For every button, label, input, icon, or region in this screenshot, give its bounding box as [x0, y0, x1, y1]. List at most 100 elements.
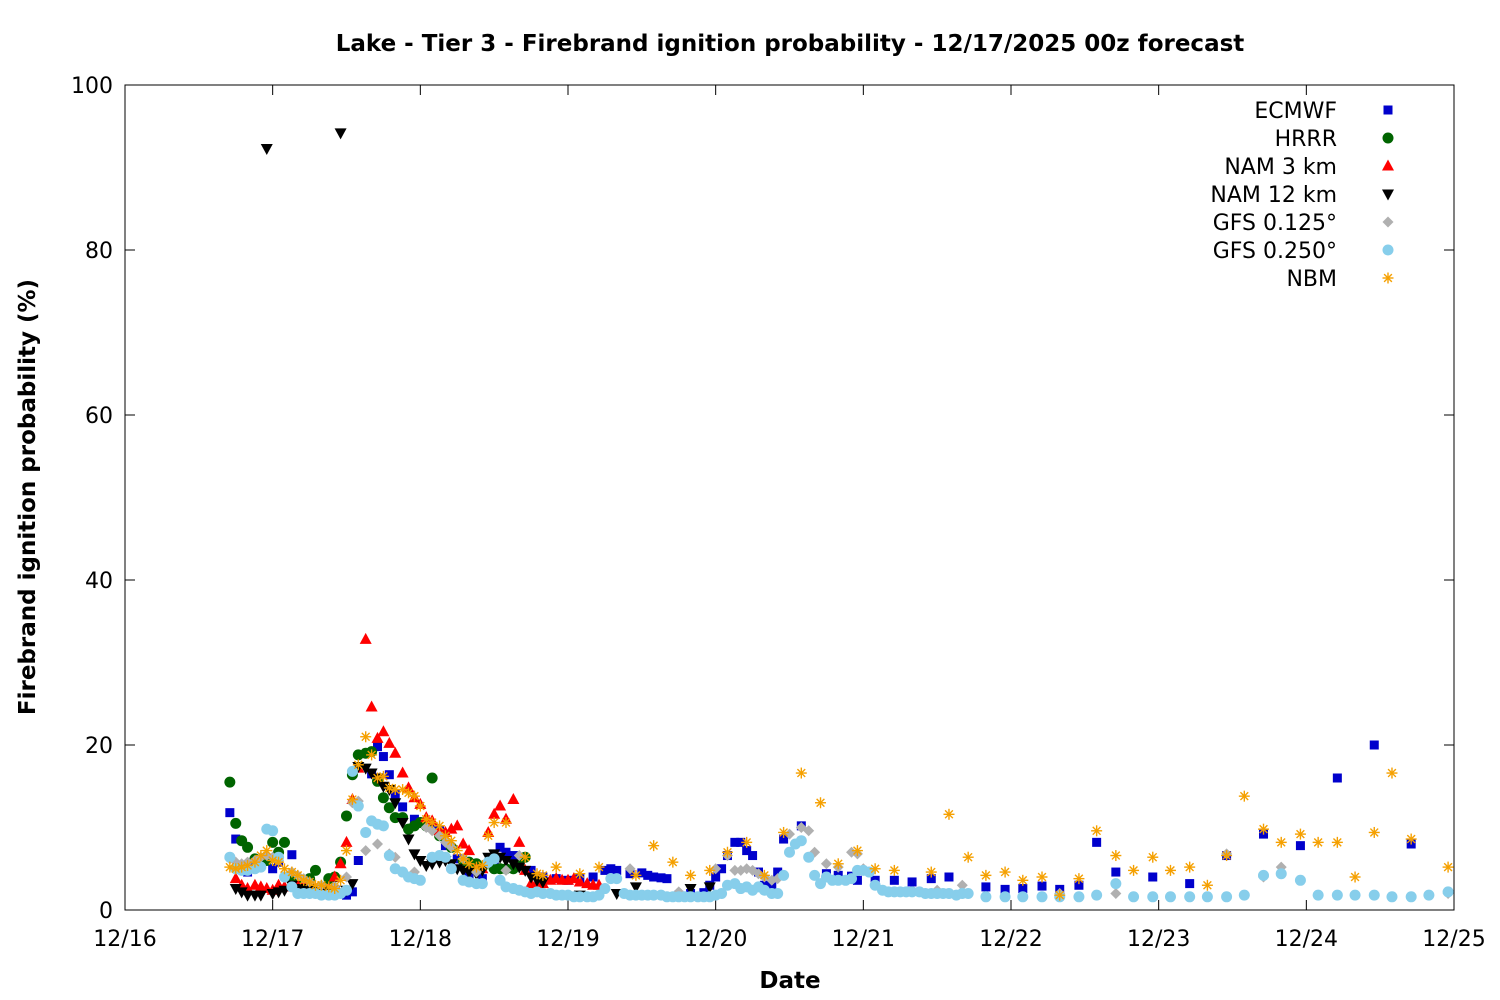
data-point	[383, 850, 395, 862]
legend-marker	[1382, 244, 1394, 256]
data-point	[1332, 773, 1342, 783]
data-point	[962, 851, 974, 863]
data-point	[1331, 889, 1343, 901]
x-tick-label: 12/25	[1422, 927, 1485, 952]
data-point	[383, 736, 396, 748]
data-point	[383, 802, 395, 814]
y-tick-label: 0	[99, 899, 113, 924]
data-point	[507, 859, 520, 871]
data-point	[500, 864, 512, 876]
data-point	[1074, 880, 1084, 890]
data-point	[889, 875, 899, 885]
data-point	[340, 835, 353, 847]
data-point	[600, 865, 610, 875]
data-point	[962, 888, 974, 899]
data-point	[784, 828, 795, 840]
data-point	[721, 846, 733, 858]
data-point	[1073, 873, 1085, 885]
data-point	[1258, 869, 1270, 881]
data-point	[409, 814, 419, 824]
data-point	[1312, 836, 1324, 848]
data-point	[536, 877, 549, 889]
data-point	[784, 846, 795, 858]
data-point	[943, 808, 955, 820]
data-point	[287, 850, 297, 860]
data-point	[778, 869, 790, 881]
x-tick-label: 12/16	[93, 927, 156, 952]
x-tick-label: 12/21	[832, 927, 895, 952]
data-point	[408, 849, 421, 861]
data-point	[341, 884, 352, 896]
data-point	[550, 861, 562, 873]
data-point	[334, 857, 347, 869]
data-point	[420, 813, 432, 825]
data-point	[1294, 874, 1306, 886]
data-point	[869, 863, 881, 875]
data-point	[396, 818, 409, 830]
data-point	[457, 837, 470, 849]
plot-area-frame	[124, 84, 1455, 911]
data-point	[999, 866, 1011, 878]
data-point	[267, 825, 279, 837]
data-point	[1110, 878, 1122, 890]
legend-marker	[1382, 189, 1394, 201]
data-point	[1000, 884, 1010, 894]
data-point	[1386, 891, 1398, 903]
data-point	[1442, 886, 1454, 898]
data-point	[574, 868, 586, 880]
data-point	[499, 856, 512, 867]
data-point	[1128, 864, 1140, 876]
data-point	[1036, 871, 1048, 883]
data-point	[476, 859, 488, 871]
legend-entry-label: HRRR	[1275, 127, 1337, 152]
data-point	[378, 752, 388, 762]
data-point	[573, 875, 586, 887]
data-point	[513, 850, 525, 862]
data-point	[612, 865, 622, 875]
y-tick-label: 40	[85, 569, 113, 594]
series-2	[229, 632, 606, 895]
data-point	[703, 882, 716, 894]
data-point	[1258, 823, 1270, 835]
data-point	[334, 128, 347, 140]
data-point	[611, 873, 623, 885]
data-point	[1091, 889, 1103, 901]
data-point	[741, 836, 753, 848]
data-point	[360, 845, 372, 857]
series-3	[229, 128, 716, 902]
data-point	[254, 890, 267, 902]
data-point	[1164, 864, 1176, 876]
x-tick-label: 12/20	[684, 927, 747, 952]
data-point	[742, 846, 752, 856]
data-point	[711, 872, 721, 882]
y-axis: 0 20 40 60 80 100	[71, 74, 1454, 924]
data-point	[803, 851, 815, 863]
series-5	[224, 765, 1454, 903]
data-point	[366, 749, 378, 761]
data-point	[397, 784, 409, 796]
data-point	[815, 797, 827, 809]
data-point	[832, 858, 844, 870]
data-point	[426, 859, 439, 871]
data-point	[507, 792, 520, 804]
y-axis-label: Firebrand ignition probability (%)	[15, 279, 41, 715]
data-point	[852, 875, 862, 885]
data-point	[329, 883, 341, 895]
data-point	[593, 861, 605, 873]
data-point	[1238, 790, 1250, 802]
data-point	[795, 835, 807, 847]
data-point	[403, 787, 415, 799]
data-point	[526, 865, 536, 875]
data-point	[224, 776, 236, 788]
data-point	[495, 842, 505, 852]
data-point	[1091, 825, 1103, 837]
legend-marker	[1383, 105, 1393, 115]
data-point	[710, 863, 722, 875]
y-tick-label: 60	[85, 404, 113, 429]
data-point	[1036, 891, 1048, 903]
data-point	[1294, 828, 1306, 840]
data-points	[224, 128, 1454, 903]
data-point	[1164, 891, 1176, 903]
legend-marker	[1382, 272, 1394, 284]
data-point	[335, 874, 347, 886]
